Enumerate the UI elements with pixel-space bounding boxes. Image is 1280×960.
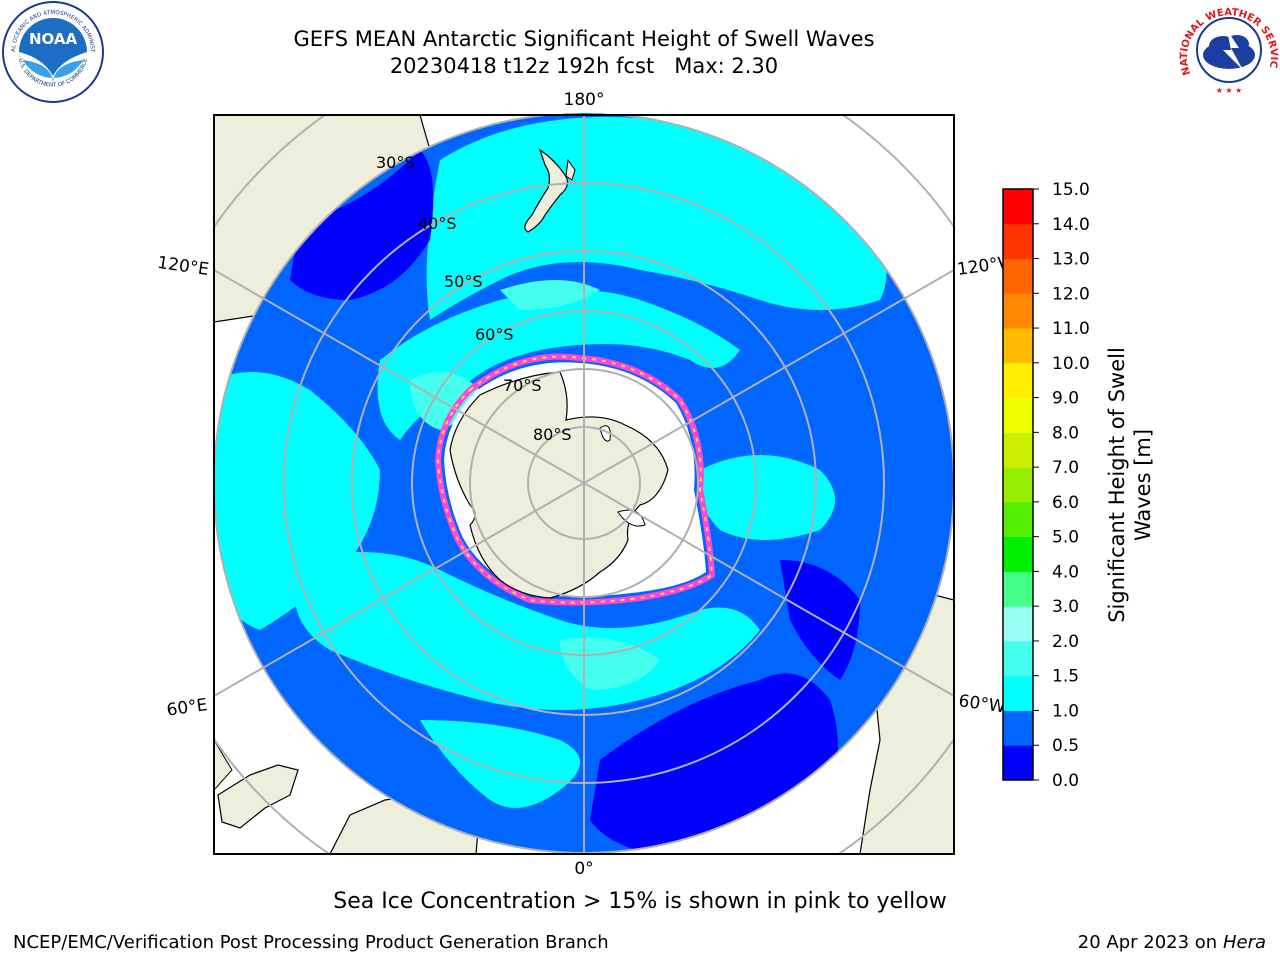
new-zealand-land	[524, 148, 569, 233]
colorbar-tick-label: 1.5	[1052, 667, 1079, 687]
svg-text:NOAA: NOAA	[29, 30, 78, 48]
colorbar-swatch	[1003, 362, 1033, 399]
colorbar-swatch	[1003, 536, 1033, 572]
lon-label-0: 0°	[574, 859, 593, 879]
colorbar: 0.0 0.5 1.0 1.5 2.0 3.0 4.0 5.0 6.0 7.0 8.0 9.0 10.0…	[1002, 180, 1090, 791]
colorbar-swatch	[1003, 501, 1033, 538]
lon-label-180: 180°	[564, 90, 605, 110]
lat-label-70s: 70°S	[503, 376, 542, 395]
lat-label-40s: 40°S	[418, 214, 457, 233]
nws-logo: NATIONAL WEATHER SERVICE ★ ★ ★	[1179, 0, 1279, 99]
footer-date-text: 20 Apr 2023 on	[1077, 932, 1218, 953]
colorbar-swatch	[1003, 397, 1033, 433]
map-frame	[213, 114, 955, 855]
colorbar-swatch	[1003, 710, 1033, 746]
colorbar-tick-label: 11.0	[1052, 319, 1090, 339]
lat-label-60s: 60°S	[475, 325, 514, 344]
colorbar-label-line2: Waves [m]	[1131, 429, 1155, 541]
colorbar-swatch	[1003, 258, 1033, 294]
noaa-logo: NOAA NATIONAL OCEANIC AND ATMOSPHERIC AD…	[1, 0, 104, 103]
lon-label-60e: 60°E	[165, 695, 208, 720]
colorbar-tick-label: 10.0	[1052, 354, 1090, 374]
colorbar-tick-label: 15.0	[1052, 180, 1090, 200]
colorbar-label-line1: Significant Height of Swell	[1105, 347, 1129, 623]
colorbar-tick-label: 6.0	[1052, 493, 1079, 513]
colorbar-frame	[1002, 188, 1034, 781]
sea-ice-note: Sea Ice Concentration > 15% is shown in …	[333, 889, 947, 914]
colorbar-swatch	[1003, 293, 1033, 329]
title-line-1: GEFS MEAN Antarctic Significant Height o…	[293, 27, 875, 51]
colorbar-tick-label: 7.0	[1052, 458, 1079, 478]
title-line-2: 20230418 t12z 192h fcst Max: 2.30	[389, 54, 779, 78]
colorbar-tick-label: 5.0	[1052, 528, 1079, 548]
footer-host: Hera	[1222, 932, 1266, 953]
antarctica-land	[449, 371, 669, 599]
colorbar-tick-label: 1.0	[1052, 701, 1079, 721]
lat-label-80s: 80°S	[533, 425, 572, 444]
colorbar-tick-label: 9.0	[1052, 389, 1079, 409]
colorbar-swatch	[1003, 571, 1033, 607]
antarctica	[434, 353, 716, 606]
lon-label-60w: 60°W	[957, 691, 1006, 717]
colorbar-swatch	[1003, 675, 1033, 711]
colorbar-tick-label: 3.0	[1052, 597, 1079, 617]
lat-label-50s: 50°S	[444, 272, 483, 291]
colorbar-tick-label: 12.0	[1052, 284, 1090, 304]
footer-date: 20 Apr 2023 on Hera	[1078, 932, 1266, 953]
colorbar-swatch	[1003, 606, 1033, 642]
colorbar-swatch	[1003, 432, 1033, 468]
chart-title: GEFS MEAN Antarctic Significant Height o…	[184, 26, 984, 80]
colorbar-swatch	[1003, 189, 1033, 225]
lon-label-120e: 120°E	[156, 253, 210, 280]
colorbar-tick-label: 8.0	[1052, 423, 1079, 443]
colorbar-tick-label: 2.0	[1052, 632, 1079, 652]
colorbar-swatch	[1003, 745, 1033, 781]
colorbar-tick-label: 0.0	[1052, 771, 1079, 791]
colorbar-swatch	[1003, 328, 1033, 364]
madagascar-land	[217, 764, 299, 829]
svg-text:★ ★ ★: ★ ★ ★	[1216, 86, 1243, 95]
footer-credit: NCEP/EMC/Verification Post Processing Pr…	[13, 932, 609, 953]
colorbar-swatch	[1003, 467, 1033, 503]
colorbar-tick-label: 14.0	[1052, 215, 1090, 235]
colorbar-swatch	[1003, 223, 1033, 260]
lat-label-30s: 30°S	[376, 153, 415, 172]
colorbar-swatch	[1003, 640, 1033, 677]
colorbar-tick-label: 4.0	[1052, 562, 1079, 582]
colorbar-tick-label: 13.0	[1052, 250, 1090, 270]
colorbar-tick-label: 0.5	[1052, 736, 1079, 756]
